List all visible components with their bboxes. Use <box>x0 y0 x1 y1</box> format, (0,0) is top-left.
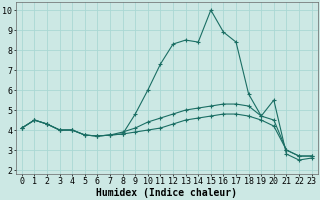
X-axis label: Humidex (Indice chaleur): Humidex (Indice chaleur) <box>96 188 237 198</box>
